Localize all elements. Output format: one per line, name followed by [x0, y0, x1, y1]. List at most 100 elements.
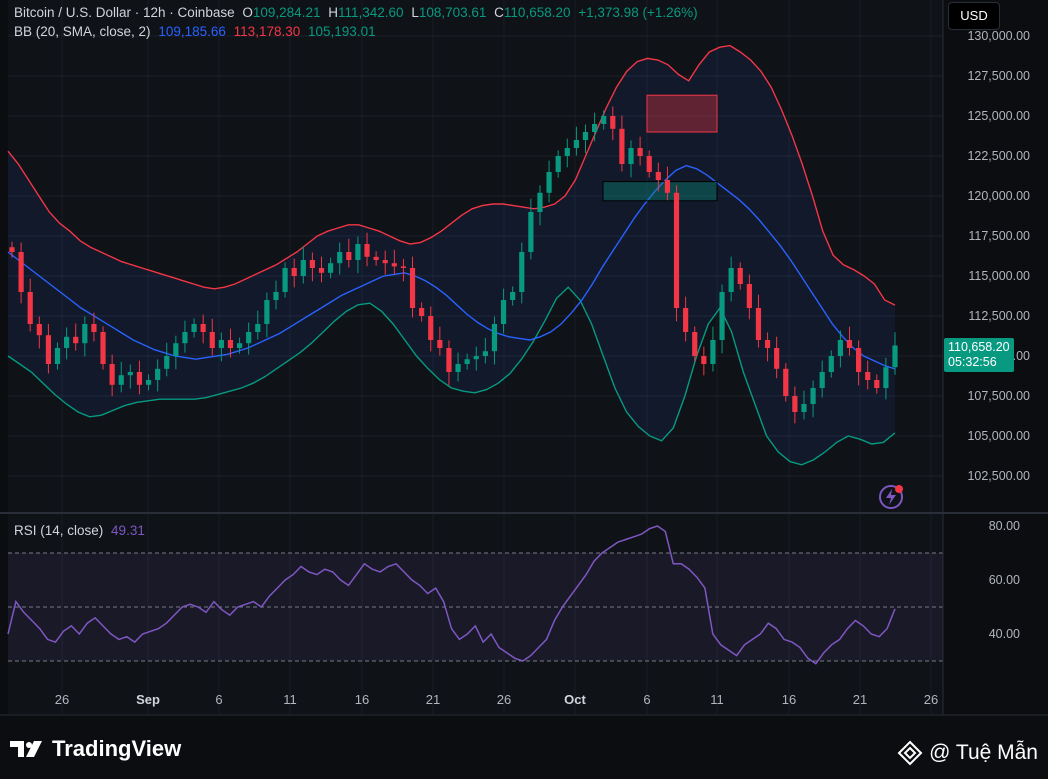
- candle-body: [664, 180, 671, 193]
- candle-body: [637, 148, 643, 156]
- candle-body: [628, 148, 634, 164]
- author-name: @ Tuệ Mẫn: [929, 741, 1038, 764]
- candle-body: [610, 116, 616, 129]
- time-axis-tick-label: 26: [497, 692, 511, 707]
- candle-body: [573, 140, 579, 148]
- ohlc-open: O109,284.21: [242, 5, 321, 20]
- candle-body: [828, 356, 834, 372]
- candle-body: [355, 244, 361, 260]
- tradingview-brand: TradingView: [52, 736, 182, 761]
- candle-body: [391, 263, 397, 267]
- candle-body: [155, 368, 161, 380]
- bb-band-fill: [8, 45, 895, 465]
- candle-body: [346, 252, 352, 260]
- candle-body: [655, 172, 661, 180]
- candle-body: [537, 192, 543, 212]
- time-axis-tick-label: Oct: [564, 692, 586, 707]
- rsi-pane[interactable]: [8, 514, 943, 714]
- candle-body: [528, 212, 534, 252]
- price-axis-tick-label: 130,000.00: [967, 29, 1030, 43]
- time-axis-tick-label: 26: [55, 692, 69, 707]
- candle-body: [300, 260, 306, 276]
- candle-body: [446, 348, 452, 372]
- candle-body: [755, 308, 762, 340]
- candle-body: [646, 156, 652, 172]
- candle-body: [364, 244, 370, 257]
- rsi-line: [7, 525, 896, 665]
- candle-body: [491, 324, 498, 352]
- ohlc-low: L108,703.61: [411, 5, 487, 20]
- candle-body: [874, 380, 880, 388]
- candle-body: [54, 348, 61, 364]
- candle-body: [209, 332, 215, 348]
- candle-body: [792, 396, 798, 412]
- candle-body: [318, 268, 325, 273]
- candle-body: [737, 268, 743, 284]
- candle-body: [455, 364, 461, 372]
- candle-body: [619, 128, 625, 164]
- time-axis-tick-label: 21: [853, 692, 867, 707]
- candle-body: [519, 252, 525, 292]
- candle-body: [719, 292, 725, 340]
- candle-body: [273, 292, 279, 300]
- candle-body: [865, 372, 871, 380]
- time-axis-tick-label: 6: [215, 692, 222, 707]
- candle-body: [200, 324, 206, 332]
- footer: TradingView @ Tuệ Mẫn: [0, 716, 1048, 779]
- time-axis-tick-label: 6: [643, 692, 650, 707]
- candle-body: [473, 356, 479, 360]
- price-axis-tick-label: 107,500.00: [967, 389, 1030, 403]
- candle-body: [100, 332, 106, 364]
- candle-body: [145, 380, 152, 385]
- candle-body: [227, 340, 234, 348]
- candle-body: [810, 388, 816, 404]
- candle-body: [82, 324, 88, 344]
- price-axis-tick-label: 122,500.00: [967, 149, 1030, 163]
- candle-body: [837, 340, 843, 356]
- candle-body: [9, 247, 15, 252]
- candle-body: [683, 308, 689, 332]
- candle-body: [91, 324, 97, 332]
- candle-body: [400, 266, 407, 268]
- time-axis-tick-label: Sep: [136, 692, 160, 707]
- bb-basis-line: [7, 164, 896, 370]
- tradingview-logo[interactable]: TradingView: [10, 736, 181, 762]
- candle-body: [692, 332, 698, 356]
- candle-body: [409, 268, 416, 308]
- symbol-title: Bitcoin / U.S. Dollar · 12h · Coinbase: [14, 5, 235, 20]
- candle-body: [236, 343, 243, 348]
- candle-body: [246, 332, 252, 344]
- price-axis-tick-label: 117,500.00: [968, 229, 1030, 243]
- candle-body: [500, 300, 507, 324]
- alert-icon[interactable]: [877, 483, 905, 511]
- time-axis-tick-label: 16: [355, 692, 369, 707]
- chart-canvas[interactable]: 130,000.00 127,500.00 125,000.00 122,500.00…: [0, 0, 1048, 716]
- candle-body: [264, 300, 270, 324]
- bb-basis-value: 109,185.66: [158, 24, 226, 39]
- candle-body: [36, 324, 42, 336]
- bb-lower-line: [7, 286, 896, 466]
- candle-body: [546, 172, 552, 193]
- candle-body: [337, 252, 343, 264]
- candle-body: [382, 260, 388, 264]
- time-axis-tick-label: 21: [426, 692, 440, 707]
- candle-body: [801, 404, 807, 412]
- candle-body: [291, 268, 297, 276]
- candle-body: [309, 260, 316, 268]
- demand-zone: [602, 181, 718, 202]
- last-price: 110,658.20: [948, 340, 1010, 354]
- rsi-axis-tick-label: 40.00: [989, 627, 1020, 641]
- time-axis-tick-label: 11: [710, 692, 724, 707]
- candle-body: [883, 367, 889, 388]
- candle-body: [27, 292, 33, 324]
- bb-upper-value: 113,178.30: [233, 24, 301, 39]
- candle-body: [109, 364, 115, 385]
- price-axis-tick-label: 127,500.00: [967, 69, 1030, 83]
- candle-body: [45, 335, 52, 364]
- candle-body: [164, 356, 170, 369]
- currency-button[interactable]: USD: [948, 2, 1000, 30]
- candle-body: [127, 372, 133, 376]
- candle-body: [182, 332, 188, 344]
- bb-legend: BB (20, SMA, close, 2) 109,185.66 113,17…: [14, 24, 380, 39]
- bb-lower-value: 105,193.01: [308, 24, 376, 39]
